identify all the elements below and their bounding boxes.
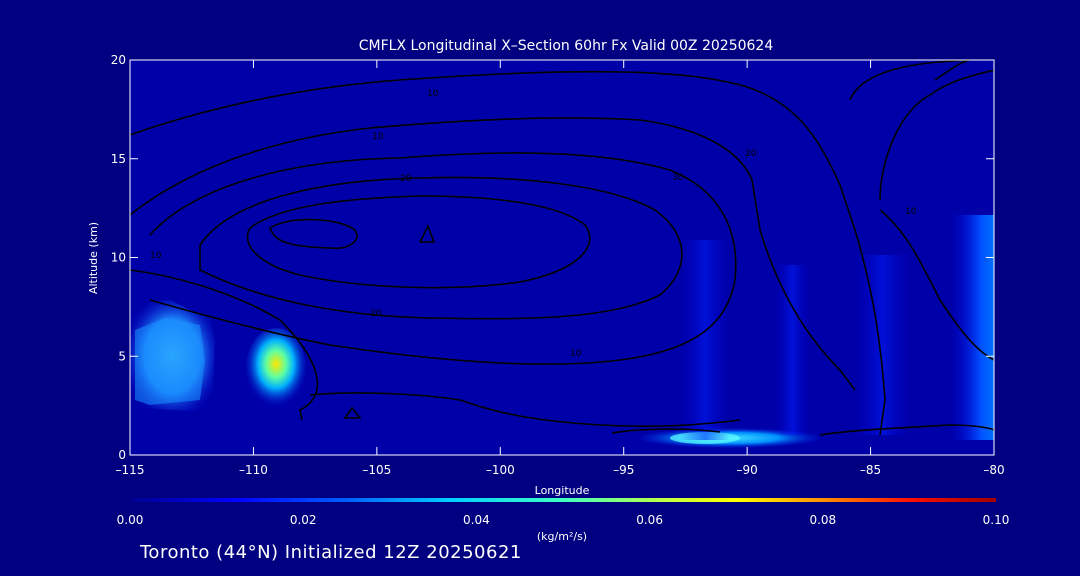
x-tick-label: –100	[486, 463, 515, 477]
contour-label: 20	[400, 174, 412, 184]
contour-labels: 10 10 20 30 20 20 10 10 10	[150, 89, 917, 359]
x-tick-label: –80	[983, 463, 1004, 477]
flux-feature-peak	[246, 328, 306, 408]
contour-label: 30	[672, 173, 684, 183]
contour-lines	[130, 60, 994, 436]
contour-label: 10	[905, 207, 917, 217]
y-tick-label: 5	[118, 349, 126, 363]
colorbar-tick-label: 0.10	[983, 513, 1010, 527]
x-axis: –115 –110 –105 –100 –95 –90 –85 –80	[116, 60, 1005, 477]
contour-label: 10	[150, 251, 162, 261]
x-tick-label: –95	[613, 463, 634, 477]
colorbar-tick-label: 0.00	[117, 513, 144, 527]
y-tick-label: 15	[111, 152, 126, 166]
contour-label: 20	[370, 309, 382, 319]
contour-label: 20	[745, 149, 757, 159]
y-axis-label: Altitude (km)	[87, 222, 100, 294]
x-tick-label: –105	[362, 463, 391, 477]
chart-title: CMFLX Longitudinal X–Section 60hr Fx Val…	[359, 38, 774, 54]
flux-column	[855, 255, 910, 435]
colorbar	[130, 498, 996, 502]
y-tick-label: 10	[111, 251, 126, 265]
x-tick-label: –115	[116, 463, 145, 477]
contour-label: 10	[372, 132, 384, 142]
colorbar-ticks: 0.00 0.02 0.04 0.06 0.08 0.10	[117, 513, 1010, 527]
colorbar-tick-label: 0.08	[809, 513, 836, 527]
flux-field: 10 10 20 30 20 20 10 10 10	[130, 60, 994, 448]
y-tick-label: 0	[118, 448, 126, 462]
colorbar-tick-label: 0.06	[636, 513, 663, 527]
colorbar-tick-label: 0.04	[463, 513, 490, 527]
x-tick-label: –85	[860, 463, 881, 477]
x-tick-label: –110	[239, 463, 268, 477]
colorbar-units: (kg/m²/s)	[537, 530, 587, 543]
x-axis-label: Longitude	[535, 484, 590, 497]
flux-column	[775, 265, 810, 435]
y-tick-label: 20	[111, 53, 126, 67]
contour-label: 10	[427, 89, 439, 99]
x-tick-label: –90	[737, 463, 758, 477]
footer-caption: Toronto (44°N) Initialized 12Z 20250621	[140, 542, 522, 563]
flux-feature-east	[950, 215, 994, 440]
y-axis: 0 5 10 15 20	[111, 53, 994, 462]
colorbar-tick-label: 0.02	[290, 513, 317, 527]
flux-column	[680, 240, 730, 440]
contour-label: 10	[570, 349, 582, 359]
